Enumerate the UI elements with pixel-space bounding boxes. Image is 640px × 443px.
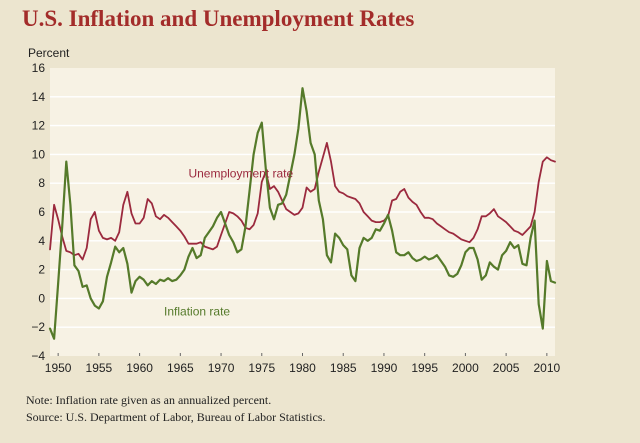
x-tick-label: 1975 xyxy=(248,361,275,375)
chart-notes: Note: Inflation rate given as an annuali… xyxy=(26,392,325,426)
x-tick-label: 1965 xyxy=(167,361,194,375)
x-tick-label: 1985 xyxy=(330,361,357,375)
chart-title: U.S. Inflation and Unemployment Rates xyxy=(22,6,415,31)
x-tick-label: 1950 xyxy=(45,361,72,375)
y-tick-label: 12 xyxy=(32,119,46,133)
y-tick-label: 8 xyxy=(38,176,45,190)
y-tick-labels: 16 14 12 10 8 6 4 2 0 −2 −4 xyxy=(31,61,45,363)
y-tick-label: 10 xyxy=(32,147,46,161)
inflation-rate-line xyxy=(48,87,557,340)
series-lines xyxy=(48,87,557,340)
y-tick-label: 16 xyxy=(32,61,46,75)
x-tick-label: 1970 xyxy=(208,361,235,375)
inflation-rate-label: Inflation rate xyxy=(164,305,230,319)
unemployment-rate-line xyxy=(49,142,556,261)
x-tick-label: 1990 xyxy=(371,361,398,375)
x-tick-labels: 1950 1955 1960 1965 1970 1975 1980 1985 1990 1995… xyxy=(45,353,561,375)
x-tick-label: 2000 xyxy=(452,361,479,375)
unemployment-rate-label: Unemployment rate xyxy=(188,166,293,180)
y-axis-label: Percent xyxy=(28,46,70,60)
y-tick-label: 4 xyxy=(38,234,45,248)
note-text: Note: Inflation rate given as an annuali… xyxy=(26,393,272,407)
x-tick-label: 2005 xyxy=(493,361,520,375)
x-tick-label: 2010 xyxy=(534,361,561,375)
y-tick-label: −4 xyxy=(31,349,45,363)
source-text: Source: U.S. Department of Labor, Bureau… xyxy=(26,410,326,424)
y-tick-label: 14 xyxy=(32,90,46,104)
x-tick-label: 1980 xyxy=(289,361,316,375)
y-tick-label: 2 xyxy=(38,263,45,277)
y-tick-label: 6 xyxy=(38,205,45,219)
x-tick-label: 1960 xyxy=(126,361,153,375)
y-tick-label: −2 xyxy=(31,320,45,334)
series-annotations: Unemployment rate Inflation rate xyxy=(164,166,293,318)
x-tick-label: 1995 xyxy=(411,361,438,375)
x-tick-label: 1955 xyxy=(86,361,113,375)
y-tick-label: 0 xyxy=(38,291,45,305)
